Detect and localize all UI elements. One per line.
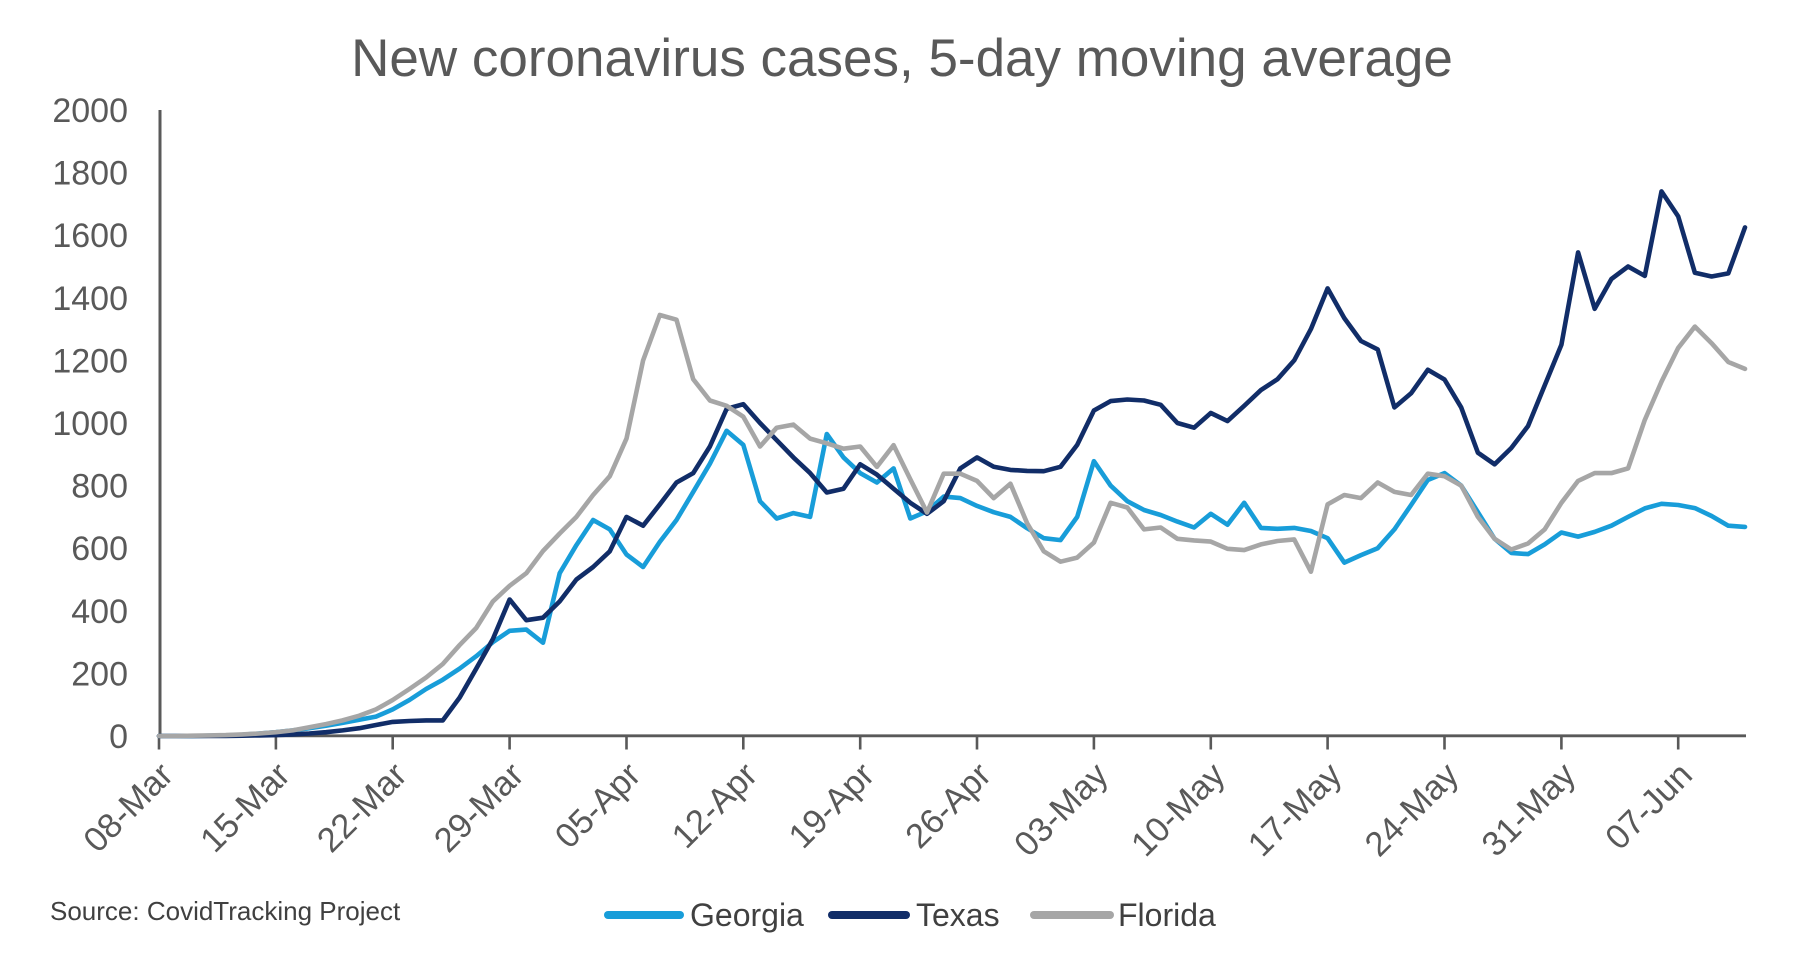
svg-text:1800: 1800: [52, 155, 128, 193]
svg-text:1600: 1600: [52, 217, 128, 255]
svg-text:Georgia: Georgia: [690, 897, 804, 933]
svg-text:200: 200: [71, 655, 128, 693]
svg-text:1200: 1200: [52, 342, 128, 380]
svg-text:400: 400: [71, 593, 128, 631]
svg-text:600: 600: [71, 530, 128, 568]
svg-text:Source: CovidTracking Project: Source: CovidTracking Project: [50, 896, 401, 926]
svg-text:800: 800: [71, 468, 128, 506]
svg-text:Florida: Florida: [1118, 897, 1216, 933]
svg-text:1000: 1000: [52, 405, 128, 443]
svg-text:2000: 2000: [52, 92, 128, 130]
svg-text:1400: 1400: [52, 280, 128, 318]
svg-text:Texas: Texas: [916, 897, 1000, 933]
svg-text:0: 0: [109, 718, 128, 756]
svg-text:New coronavirus cases, 5-day m: New coronavirus cases, 5-day moving aver…: [351, 29, 1453, 88]
